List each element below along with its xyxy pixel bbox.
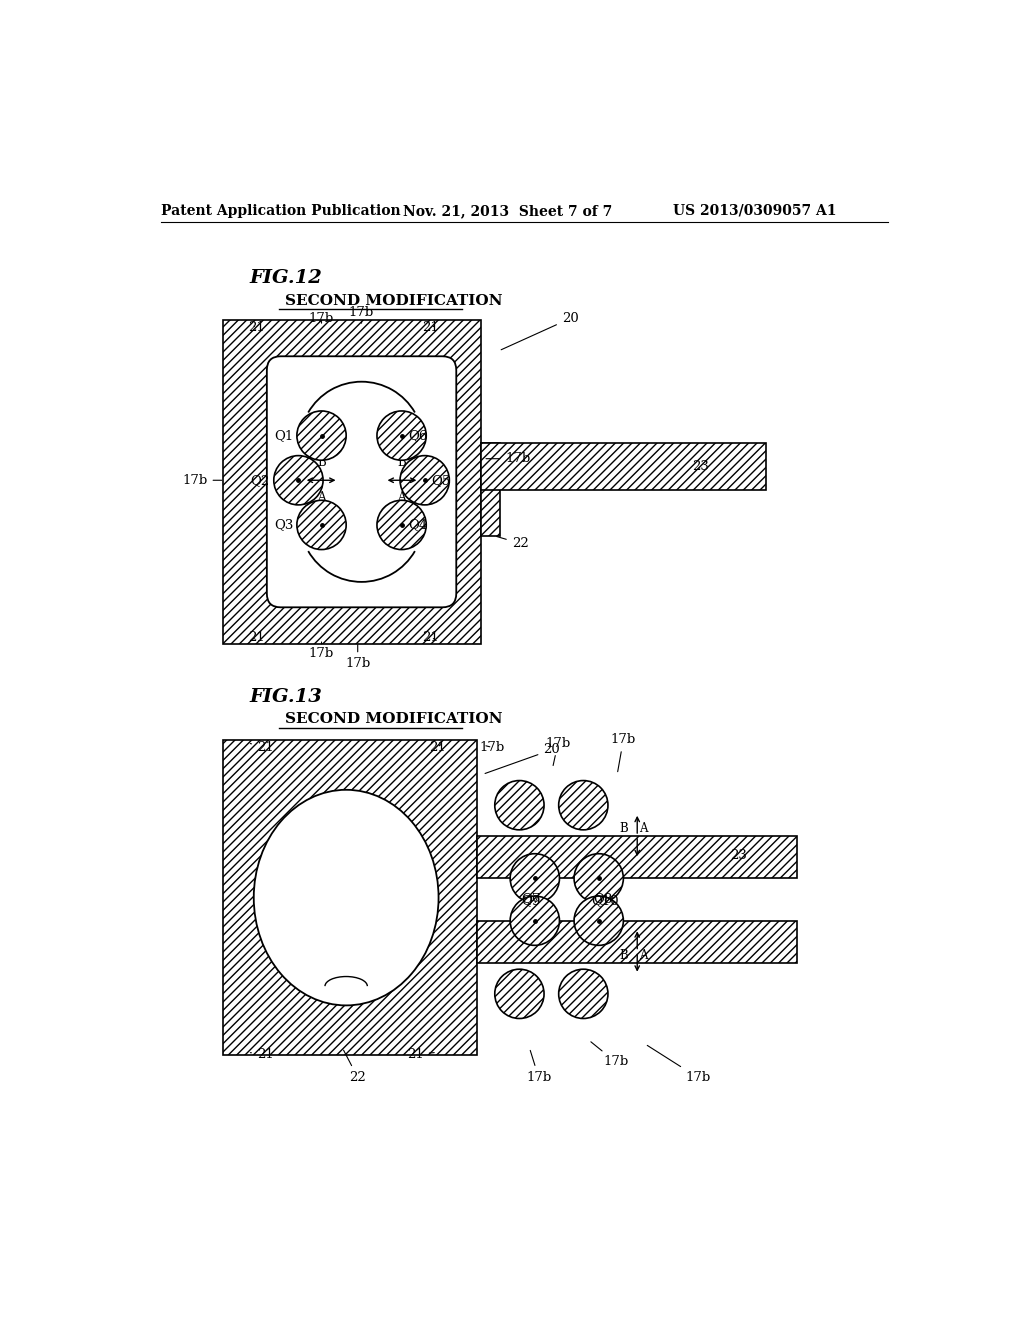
- Bar: [481, 444, 500, 536]
- Text: Patent Application Publication: Patent Application Publication: [161, 203, 400, 218]
- Circle shape: [574, 896, 624, 945]
- Text: B: B: [620, 822, 628, 834]
- Text: SECOND MODIFICATION: SECOND MODIFICATION: [285, 294, 502, 308]
- Text: Q9: Q9: [521, 894, 541, 907]
- Text: 20: 20: [485, 743, 560, 774]
- Text: 17b: 17b: [480, 741, 505, 754]
- Circle shape: [574, 854, 624, 903]
- Text: 17b: 17b: [526, 1051, 551, 1084]
- Text: A: A: [397, 491, 406, 504]
- Text: B: B: [317, 457, 326, 470]
- Circle shape: [495, 780, 544, 830]
- Text: 21: 21: [429, 741, 445, 754]
- Text: 22: 22: [497, 536, 528, 550]
- Text: 17b: 17b: [349, 306, 374, 323]
- Text: 17b: 17b: [345, 644, 371, 671]
- Circle shape: [400, 455, 450, 506]
- Text: 17b: 17b: [309, 642, 334, 660]
- Text: 17b: 17b: [610, 733, 636, 772]
- Text: B: B: [620, 949, 628, 962]
- Ellipse shape: [254, 789, 438, 1006]
- Text: Q1: Q1: [274, 429, 294, 442]
- Circle shape: [510, 854, 559, 903]
- Circle shape: [377, 500, 426, 549]
- Circle shape: [297, 500, 346, 549]
- Bar: [477, 921, 797, 964]
- Text: 17b: 17b: [309, 312, 334, 325]
- Text: 21: 21: [249, 321, 265, 334]
- Text: 23: 23: [692, 459, 709, 473]
- Text: FIG.12: FIG.12: [250, 269, 323, 286]
- Text: 21: 21: [423, 631, 439, 644]
- Circle shape: [273, 455, 323, 506]
- Text: Q8: Q8: [593, 892, 612, 906]
- Text: A: A: [317, 491, 326, 504]
- Circle shape: [495, 969, 544, 1019]
- Text: A: A: [639, 949, 647, 962]
- Circle shape: [559, 780, 608, 830]
- Text: Q4: Q4: [408, 519, 427, 532]
- Text: 21: 21: [408, 1048, 434, 1061]
- Text: 17b: 17b: [182, 474, 222, 487]
- Text: Nov. 21, 2013  Sheet 7 of 7: Nov. 21, 2013 Sheet 7 of 7: [403, 203, 612, 218]
- Bar: [481, 444, 766, 490]
- Text: 17b: 17b: [546, 737, 570, 766]
- Text: 17b: 17b: [591, 1041, 629, 1068]
- Text: 21: 21: [249, 631, 265, 644]
- Bar: [223, 739, 477, 1056]
- Text: 21: 21: [250, 741, 273, 754]
- Text: 17b: 17b: [486, 453, 530, 465]
- Text: 17b: 17b: [647, 1045, 711, 1084]
- FancyBboxPatch shape: [267, 356, 457, 607]
- Text: 21: 21: [423, 321, 439, 334]
- Circle shape: [559, 969, 608, 1019]
- Text: Q7: Q7: [521, 892, 541, 906]
- Bar: [223, 321, 481, 644]
- Text: SECOND MODIFICATION: SECOND MODIFICATION: [285, 711, 502, 726]
- Text: B: B: [397, 457, 406, 470]
- Text: US 2013/0309057 A1: US 2013/0309057 A1: [673, 203, 836, 218]
- Bar: [477, 836, 797, 878]
- Text: Q6: Q6: [408, 429, 427, 442]
- Text: Q10: Q10: [591, 894, 618, 907]
- Text: 21: 21: [250, 1048, 273, 1061]
- Circle shape: [510, 896, 559, 945]
- Text: 22: 22: [344, 1051, 367, 1084]
- Text: 23: 23: [730, 849, 748, 862]
- Text: Q5: Q5: [431, 474, 451, 487]
- Text: A: A: [639, 822, 647, 834]
- Text: FIG.13: FIG.13: [250, 689, 323, 706]
- Circle shape: [297, 411, 346, 461]
- Text: 20: 20: [501, 312, 579, 350]
- Text: Q3: Q3: [274, 519, 294, 532]
- Circle shape: [377, 411, 426, 461]
- Text: Q2: Q2: [250, 474, 269, 487]
